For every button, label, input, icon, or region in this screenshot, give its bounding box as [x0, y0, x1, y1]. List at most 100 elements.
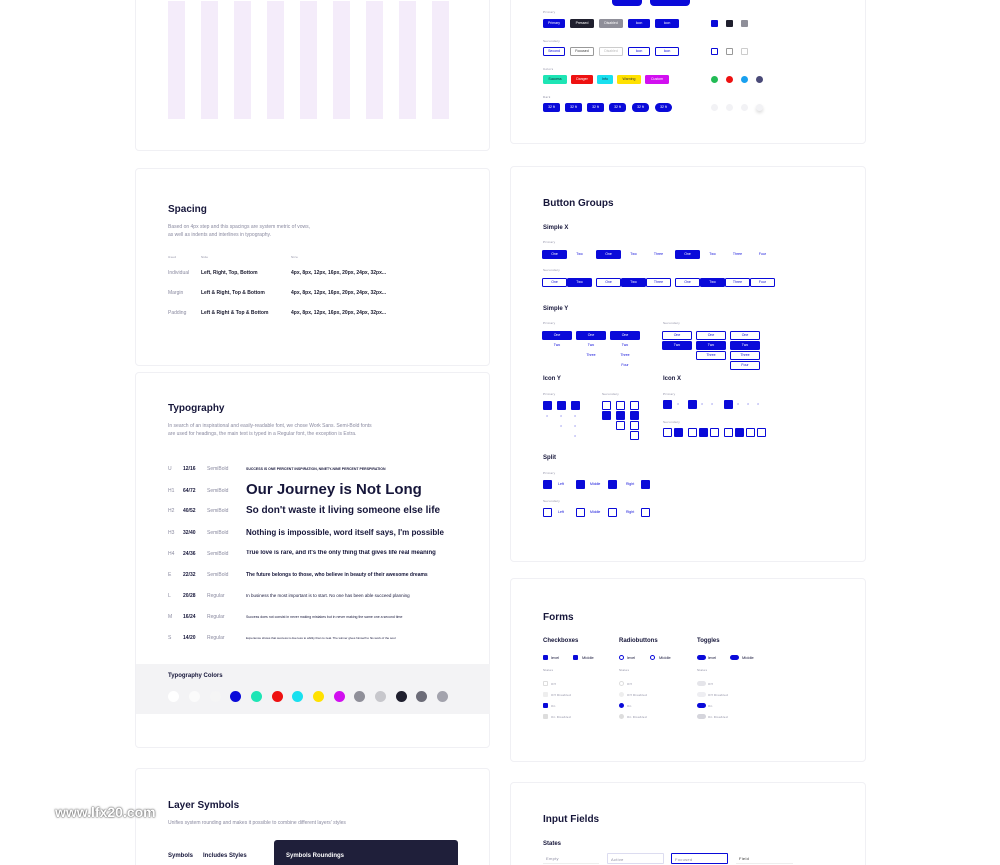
- sized-button[interactable]: 32 ft: [543, 103, 560, 112]
- icon-button[interactable]: Icon: [655, 19, 679, 28]
- radiobutton[interactable]: [619, 655, 624, 660]
- split-arrow-button[interactable]: [543, 508, 552, 517]
- split-label[interactable]: Middle: [590, 510, 601, 514]
- icon-button-outline[interactable]: [741, 48, 748, 55]
- split-arrow-button[interactable]: [608, 480, 617, 489]
- split-label[interactable]: Right: [626, 482, 635, 486]
- success-button[interactable]: Success: [543, 75, 567, 84]
- round-icon-button[interactable]: [726, 76, 733, 83]
- group-button[interactable]: Two: [567, 278, 592, 287]
- toggle[interactable]: [697, 703, 706, 708]
- checkbox[interactable]: [573, 655, 578, 660]
- checkbox[interactable]: [543, 692, 548, 697]
- split-arrow-button[interactable]: [641, 508, 650, 517]
- round-icon-button[interactable]: [741, 104, 748, 111]
- filled-input-field[interactable]: Field: [736, 853, 793, 864]
- icon-group-button[interactable]: [663, 400, 672, 409]
- split-label[interactable]: Left: [558, 482, 564, 486]
- round-icon-button[interactable]: [711, 76, 718, 83]
- icon-group-button[interactable]: [710, 428, 719, 437]
- empty-input-field[interactable]: Empty: [543, 853, 599, 864]
- group-button[interactable]: Three: [725, 250, 750, 259]
- group-button[interactable]: Three: [646, 278, 671, 287]
- icon-button-outline[interactable]: [726, 48, 733, 55]
- large-button[interactable]: [612, 0, 642, 6]
- group-button[interactable]: Four: [750, 250, 775, 259]
- radiobutton[interactable]: [619, 692, 624, 697]
- large-button[interactable]: [650, 0, 690, 6]
- icon-group-button[interactable]: [630, 411, 639, 420]
- icon-group-button[interactable]: [757, 428, 766, 437]
- group-button[interactable]: One: [696, 331, 726, 340]
- group-button[interactable]: Two: [621, 278, 646, 287]
- group-button[interactable]: Two: [576, 341, 606, 350]
- split-label[interactable]: Middle: [590, 482, 601, 486]
- group-button[interactable]: Three: [576, 351, 606, 360]
- icon-button-outline[interactable]: [711, 48, 718, 55]
- checkbox[interactable]: [543, 703, 548, 708]
- group-button[interactable]: Two: [621, 250, 646, 259]
- radiobutton[interactable]: [619, 703, 624, 708]
- split-label[interactable]: Right: [626, 510, 635, 514]
- focused-button[interactable]: Focused: [570, 47, 594, 56]
- sized-button[interactable]: 32 ft: [655, 103, 672, 112]
- secondary-button[interactable]: Second: [543, 47, 565, 56]
- group-button[interactable]: One: [610, 331, 640, 340]
- toggle[interactable]: [697, 692, 706, 697]
- group-button[interactable]: Two: [610, 341, 640, 350]
- danger-button[interactable]: Danger: [571, 75, 593, 84]
- radiobutton[interactable]: [650, 655, 655, 660]
- icon-group-button[interactable]: [630, 431, 639, 440]
- round-icon-button[interactable]: [756, 76, 763, 83]
- icon-group-button[interactable]: [746, 428, 755, 437]
- icon-button-dark[interactable]: [726, 20, 733, 27]
- icon-button-filled[interactable]: [711, 20, 718, 27]
- group-button[interactable]: Two: [662, 341, 692, 350]
- group-button[interactable]: Three: [646, 250, 671, 259]
- group-button[interactable]: Three: [725, 278, 750, 287]
- group-button[interactable]: One: [596, 250, 621, 259]
- group-button[interactable]: Three: [730, 351, 760, 360]
- group-button[interactable]: Two: [730, 341, 760, 350]
- sized-button[interactable]: 32 ft: [587, 103, 604, 112]
- icon-group-button[interactable]: [543, 401, 552, 410]
- group-button[interactable]: Two: [696, 341, 726, 350]
- round-icon-button[interactable]: [711, 104, 718, 111]
- toggle[interactable]: [730, 655, 739, 660]
- group-button[interactable]: Two: [700, 278, 725, 287]
- icon-button-grey[interactable]: [741, 20, 748, 27]
- group-button[interactable]: One: [576, 331, 606, 340]
- toggle[interactable]: [697, 714, 706, 719]
- split-arrow-button[interactable]: [641, 480, 650, 489]
- icon-group-button[interactable]: [674, 428, 683, 437]
- group-button[interactable]: One: [662, 331, 692, 340]
- group-button[interactable]: Three: [696, 351, 726, 360]
- icon-group-button[interactable]: [602, 401, 611, 410]
- split-arrow-button[interactable]: [576, 508, 585, 517]
- icon-group-button[interactable]: [602, 411, 611, 420]
- sized-button[interactable]: 32 ft: [609, 103, 626, 112]
- group-button[interactable]: Two: [700, 250, 725, 259]
- icon-secondary-button[interactable]: Icon: [655, 47, 679, 56]
- group-button[interactable]: One: [542, 250, 567, 259]
- icon-group-button[interactable]: [571, 401, 580, 410]
- group-button[interactable]: Three: [610, 351, 640, 360]
- pressed-button[interactable]: Pressed: [570, 19, 594, 28]
- group-button[interactable]: One: [730, 331, 760, 340]
- checkbox[interactable]: [543, 681, 548, 686]
- group-button[interactable]: Four: [610, 361, 640, 370]
- icon-group-button[interactable]: [663, 428, 672, 437]
- group-button[interactable]: Four: [730, 361, 760, 370]
- icon-group-button[interactable]: [557, 401, 566, 410]
- split-arrow-button[interactable]: [608, 508, 617, 517]
- sized-button[interactable]: 32 ft: [565, 103, 582, 112]
- group-button[interactable]: One: [542, 278, 567, 287]
- disabled-secondary-button[interactable]: Disabled: [599, 47, 623, 56]
- primary-button[interactable]: Primary: [543, 19, 565, 28]
- icon-group-button[interactable]: [616, 411, 625, 420]
- radiobutton[interactable]: [619, 681, 624, 686]
- active-input-field[interactable]: Active: [607, 853, 664, 864]
- round-icon-button[interactable]: [756, 104, 763, 111]
- custom-button[interactable]: Custom: [645, 75, 669, 84]
- checkbox[interactable]: [543, 655, 548, 660]
